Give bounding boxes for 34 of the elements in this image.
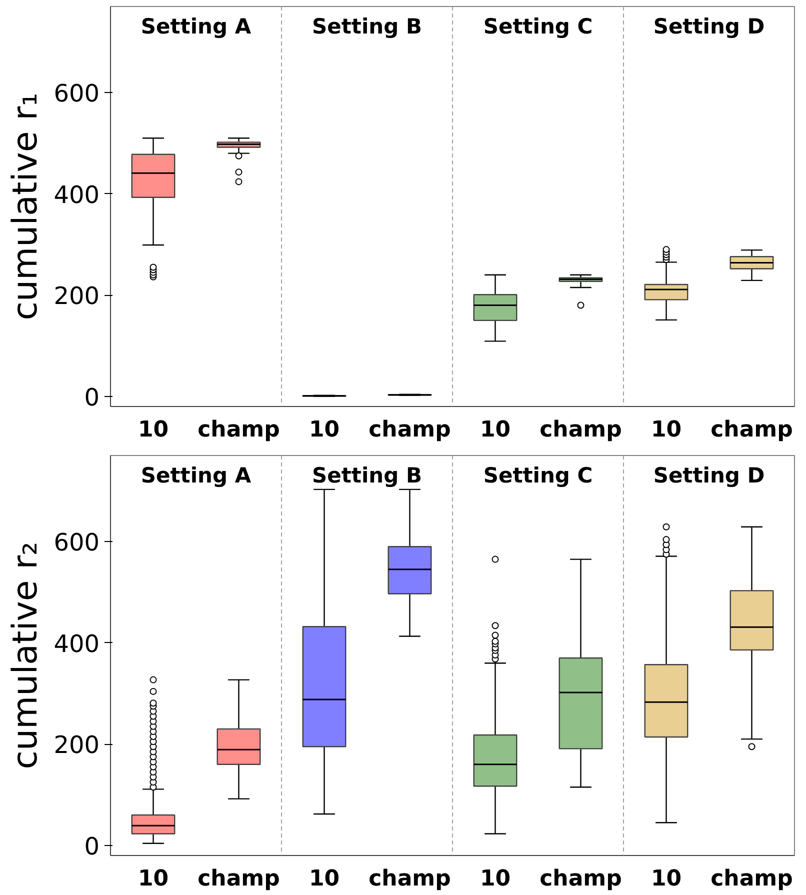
y-tick-label: 0 bbox=[84, 383, 100, 412]
y-tick-label: 600 bbox=[54, 80, 100, 108]
x-tick-label: champ bbox=[368, 866, 451, 892]
annotation: Setting B bbox=[312, 14, 422, 38]
x-tick-label: 10 bbox=[308, 866, 340, 892]
y-tick-label: 400 bbox=[54, 630, 100, 658]
x-tick-label: 10 bbox=[480, 418, 511, 442]
annotation: Setting D bbox=[653, 14, 765, 38]
x-tick-label: champ bbox=[368, 418, 451, 442]
annotation: Setting D bbox=[653, 464, 765, 488]
x-tick-label: champ bbox=[198, 418, 280, 442]
x-tick-label: champ bbox=[198, 866, 280, 892]
y-tick-label: 200 bbox=[54, 731, 100, 760]
y-tick-label: 200 bbox=[54, 282, 100, 310]
annotation: Setting C bbox=[483, 14, 593, 38]
x-tick-label: champ bbox=[540, 866, 622, 892]
y-tick-label: 400 bbox=[54, 180, 100, 209]
annotation: Setting A bbox=[140, 14, 252, 38]
x-tick-label: champ bbox=[710, 866, 793, 892]
y-axis-title: cumulative r₂ bbox=[6, 542, 46, 770]
y-axis-title: cumulative r₁ bbox=[6, 92, 46, 320]
annotation: Setting A bbox=[140, 464, 252, 488]
x-tick-label: champ bbox=[540, 418, 622, 442]
x-tick-label: 10 bbox=[138, 418, 169, 442]
x-tick-label: 10 bbox=[650, 866, 682, 892]
x-tick-label: 10 bbox=[308, 418, 340, 442]
x-tick-label: 10 bbox=[480, 866, 511, 892]
x-tick-label: champ bbox=[710, 418, 793, 442]
annotation: Setting C bbox=[483, 464, 593, 488]
x-tick-label: 10 bbox=[650, 418, 682, 442]
y-tick-label: 600 bbox=[54, 528, 100, 557]
annotation: Setting B bbox=[312, 464, 422, 488]
y-tick-label: 0 bbox=[84, 832, 100, 860]
x-tick-label: 10 bbox=[138, 866, 169, 892]
